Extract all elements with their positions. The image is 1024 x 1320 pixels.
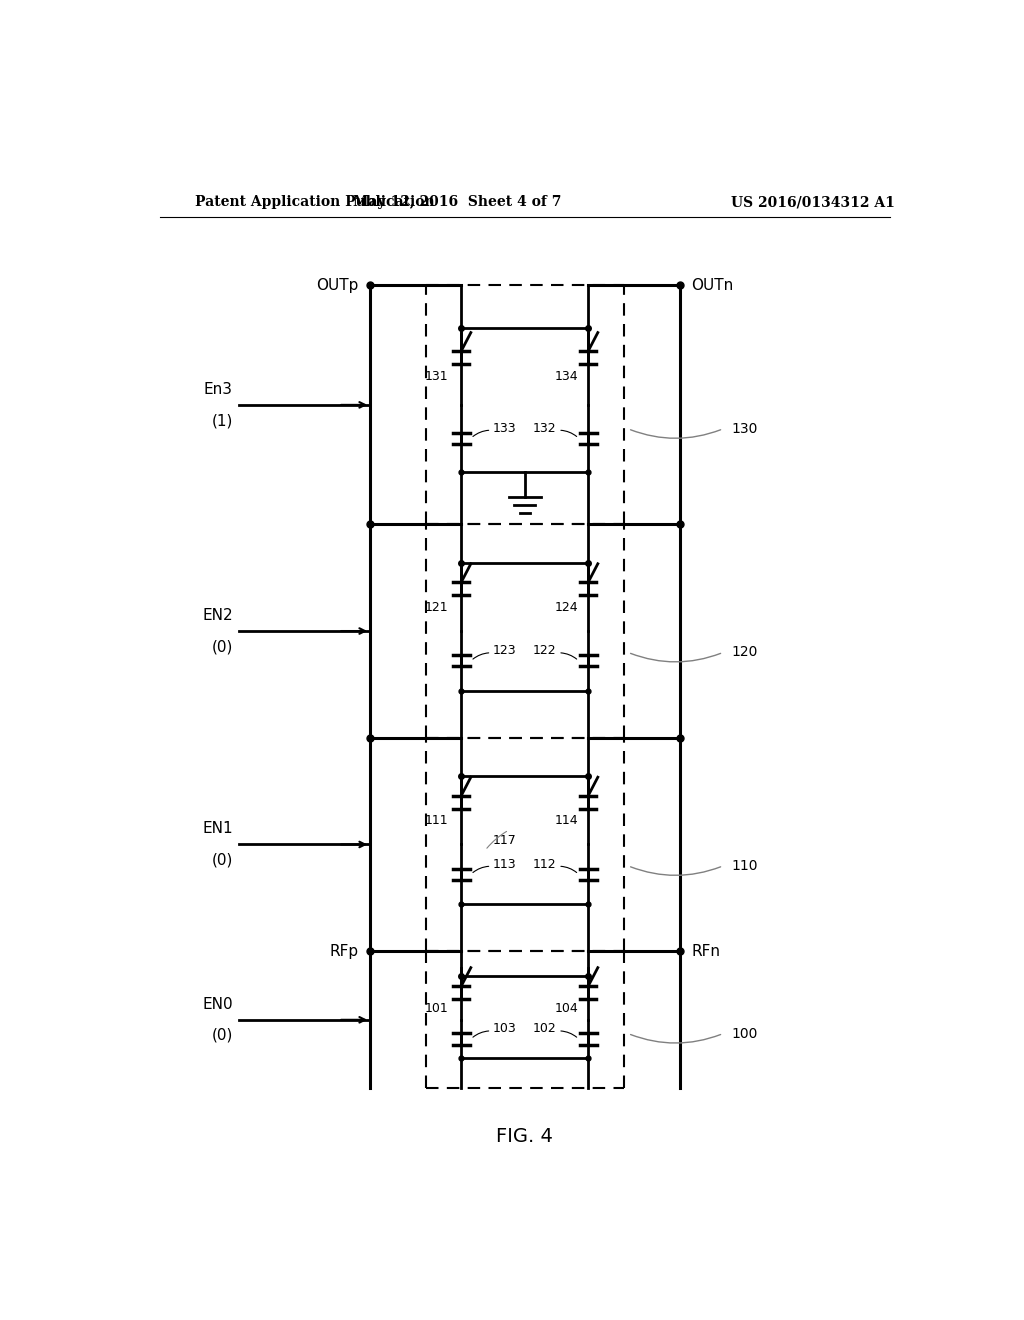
Text: OUTn: OUTn xyxy=(691,279,734,293)
Text: EN2: EN2 xyxy=(202,609,232,623)
Text: EN0: EN0 xyxy=(202,997,232,1011)
Text: 131: 131 xyxy=(425,371,449,383)
Text: 111: 111 xyxy=(425,814,449,828)
Text: May 12, 2016  Sheet 4 of 7: May 12, 2016 Sheet 4 of 7 xyxy=(353,195,561,209)
Text: 130: 130 xyxy=(731,422,758,436)
Text: 117: 117 xyxy=(494,834,517,846)
Text: RFp: RFp xyxy=(329,944,358,958)
Text: 100: 100 xyxy=(731,1027,758,1040)
Text: 102: 102 xyxy=(532,1023,556,1035)
Text: 104: 104 xyxy=(555,1002,579,1015)
Text: (0): (0) xyxy=(211,853,232,867)
Text: 112: 112 xyxy=(532,858,556,871)
Text: En3: En3 xyxy=(204,381,232,397)
Text: OUTp: OUTp xyxy=(315,279,358,293)
Text: 120: 120 xyxy=(731,645,758,660)
Text: EN1: EN1 xyxy=(202,821,232,837)
Text: (0): (0) xyxy=(211,639,232,655)
Text: 122: 122 xyxy=(532,644,556,657)
Text: (1): (1) xyxy=(211,413,232,428)
Text: 121: 121 xyxy=(425,601,449,614)
Text: 101: 101 xyxy=(425,1002,449,1015)
Text: 103: 103 xyxy=(494,1023,517,1035)
Text: 124: 124 xyxy=(555,601,579,614)
Text: 134: 134 xyxy=(555,371,579,383)
Text: US 2016/0134312 A1: US 2016/0134312 A1 xyxy=(731,195,895,209)
Text: 114: 114 xyxy=(555,814,579,828)
Text: Patent Application Publication: Patent Application Publication xyxy=(196,195,435,209)
Text: 133: 133 xyxy=(494,421,517,434)
Text: FIG. 4: FIG. 4 xyxy=(497,1127,553,1146)
Text: 132: 132 xyxy=(532,421,556,434)
Text: 110: 110 xyxy=(731,859,758,873)
Text: (0): (0) xyxy=(211,1028,232,1043)
Text: RFn: RFn xyxy=(691,944,721,958)
Text: 113: 113 xyxy=(494,858,517,871)
Text: 123: 123 xyxy=(494,644,517,657)
